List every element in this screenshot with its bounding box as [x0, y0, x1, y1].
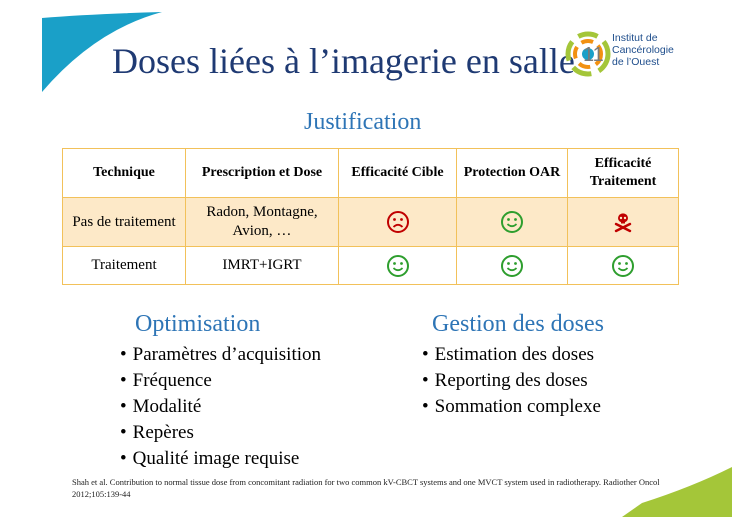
logo-icon [565, 31, 611, 77]
table-row: Pas de traitement Radon, Montagne, Avion… [62, 197, 679, 247]
cell-efficacite-cible [338, 197, 457, 247]
optimisation-list: Paramètres d’acquisition Fréquence Modal… [120, 342, 321, 472]
gestion-list: Estimation des doses Reporting des doses… [422, 342, 601, 420]
list-item: Sommation complexe [422, 394, 601, 420]
justification-table: Technique Prescription et Dose Efficacit… [62, 148, 679, 285]
header-efficacite-traitement: Efficacité Traitement [567, 148, 679, 198]
cell-technique: Pas de traitement [62, 197, 186, 247]
happy-face-icon [501, 254, 523, 277]
cell-technique: Traitement [62, 246, 186, 285]
header-protection-oar: Protection OAR [456, 148, 568, 198]
list-item: Reporting des doses [422, 368, 601, 394]
table-row: Traitement IMRT+IGRT [62, 246, 679, 285]
header-prescription: Prescription et Dose [185, 148, 339, 198]
cell-protection-oar [456, 197, 568, 247]
cell-prescription: Radon, Montagne, Avion, … [185, 197, 339, 247]
reference-citation: Shah et al. Contribution to normal tissu… [72, 477, 660, 499]
logo-line-3: de l’Ouest [612, 56, 660, 68]
happy-face-icon [386, 254, 409, 277]
cell-prescription: IMRT+IGRT [185, 246, 339, 285]
table-header-row: Technique Prescription et Dose Efficacit… [62, 148, 679, 198]
list-item: Repères [120, 420, 321, 446]
logo-line-1: Institut de [612, 32, 658, 44]
corner-decoration-top-left [42, 12, 162, 92]
cell-efficacite-cible [338, 246, 457, 285]
happy-face-icon [612, 254, 634, 277]
skull-crossbones-icon [614, 213, 632, 233]
slide-number: 11 [583, 44, 604, 66]
logo-text: Institut de Cancérologie de l’Ouest [612, 32, 674, 68]
list-item: Fréquence [120, 368, 321, 394]
list-item: Estimation des doses [422, 342, 601, 368]
cell-efficacite-traitement [567, 197, 679, 247]
logo-line-2: Cancérologie [612, 44, 674, 56]
gestion-heading: Gestion des doses [432, 311, 604, 337]
slide-title: Doses liées à l’imagerie en salle [112, 41, 575, 81]
justification-heading: Justification [304, 109, 422, 135]
list-item: Qualité image requise [120, 446, 321, 472]
header-efficacite-cible: Efficacité Cible [338, 148, 457, 198]
list-item: Paramètres d’acquisition [120, 342, 321, 368]
optimisation-heading: Optimisation [135, 311, 261, 337]
happy-face-icon [501, 211, 523, 233]
sad-face-icon [386, 211, 409, 233]
header-technique: Technique [62, 148, 186, 198]
corner-decoration-bottom-right [622, 467, 732, 517]
list-item: Modalité [120, 394, 321, 420]
cell-protection-oar [456, 246, 568, 285]
cell-efficacite-traitement [567, 246, 679, 285]
